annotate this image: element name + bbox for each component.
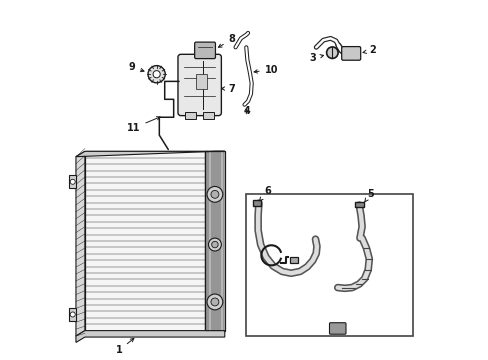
FancyBboxPatch shape [329, 323, 346, 334]
Bar [196, 74, 206, 89]
Text: 8: 8 [218, 34, 235, 47]
Polygon shape [69, 308, 76, 321]
Bar [246, 194, 412, 336]
Circle shape [210, 190, 219, 198]
FancyBboxPatch shape [341, 46, 360, 60]
Text: 2: 2 [362, 45, 375, 55]
Circle shape [70, 179, 75, 184]
Circle shape [153, 71, 160, 78]
Polygon shape [76, 330, 224, 342]
Text: 6: 6 [259, 186, 271, 201]
Polygon shape [69, 175, 76, 188]
Circle shape [208, 238, 221, 251]
Bar [252, 201, 261, 206]
Circle shape [211, 241, 218, 248]
Text: 1: 1 [115, 338, 134, 355]
FancyBboxPatch shape [194, 42, 215, 59]
Text: 5: 5 [364, 189, 373, 202]
Text: 11: 11 [127, 117, 160, 133]
Text: 4: 4 [244, 105, 250, 116]
Circle shape [210, 298, 219, 306]
Text: 9: 9 [128, 62, 144, 72]
Bar [85, 151, 204, 330]
Bar [204, 151, 224, 330]
Text: 3: 3 [309, 53, 323, 63]
FancyBboxPatch shape [178, 54, 221, 116]
Polygon shape [76, 151, 85, 336]
Polygon shape [76, 151, 224, 157]
Circle shape [206, 294, 223, 310]
Circle shape [326, 47, 337, 58]
Bar [289, 257, 297, 263]
Bar [185, 112, 196, 119]
Bar [354, 202, 363, 207]
Bar [203, 112, 214, 119]
Circle shape [148, 66, 165, 83]
Text: 10: 10 [254, 64, 278, 75]
Text: 7: 7 [221, 84, 235, 94]
Circle shape [206, 186, 223, 202]
Circle shape [70, 312, 75, 317]
